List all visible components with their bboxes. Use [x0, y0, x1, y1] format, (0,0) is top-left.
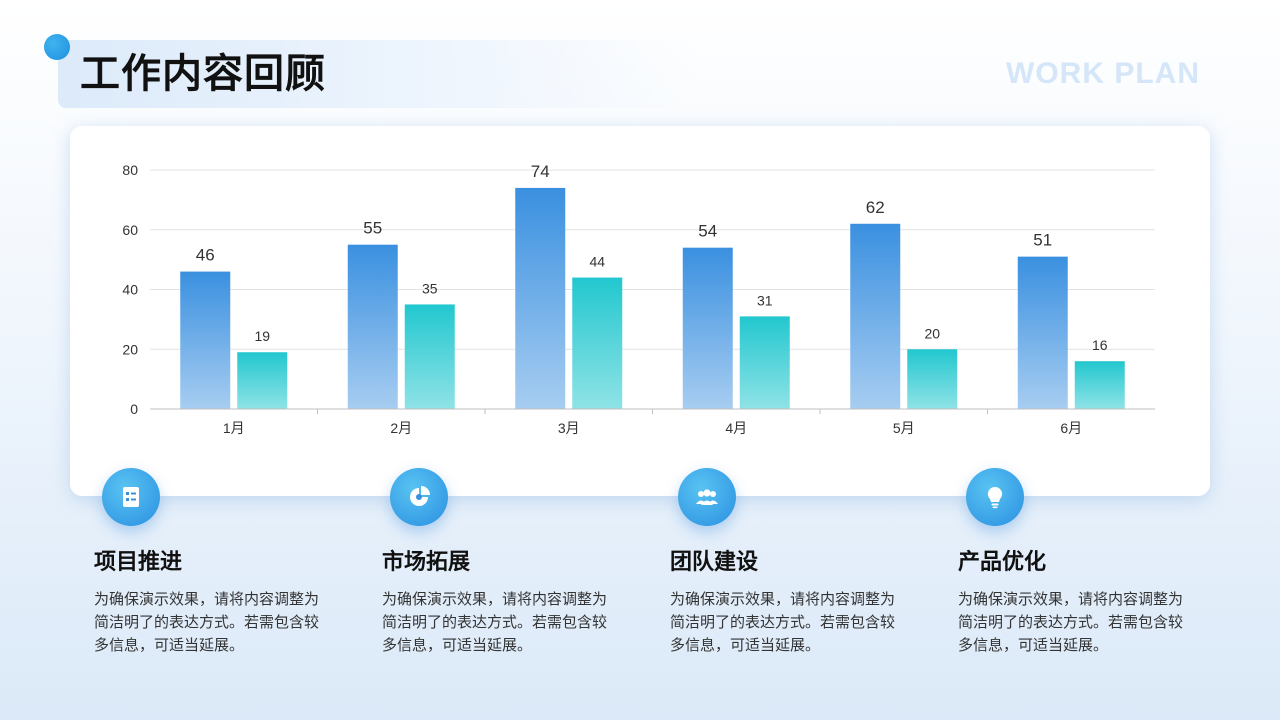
data-label: 19: [254, 328, 270, 344]
data-label: 31: [757, 292, 773, 308]
bar-series-2: [739, 316, 790, 409]
title-band: [58, 40, 698, 108]
feature-title: 项目推进: [94, 550, 183, 575]
feature-title: 产品优化: [958, 550, 1047, 575]
y-tick-label: 20: [122, 341, 138, 357]
y-tick-label: 0: [130, 401, 138, 417]
page-title: 工作内容回顾: [80, 51, 326, 97]
y-tick-label: 40: [122, 282, 138, 298]
chart-card: 46 19 55 35 74 44 54 31 62 20 51 16 0 20 40 60 80 1月 2月 3月…: [70, 126, 1210, 496]
data-label: 62: [866, 198, 885, 217]
x-tick-label: 3月: [558, 420, 580, 436]
title-dot-decoration: [44, 34, 70, 60]
data-label: 54: [698, 222, 717, 241]
x-tick-label: 5月: [893, 420, 915, 436]
document-icon: [102, 468, 160, 526]
feature-market: 市场拓展 为确保演示效果，请将内容调整为简洁明了的表达方式。若需包含较多信息，可…: [382, 468, 622, 657]
data-label: 16: [1092, 337, 1108, 353]
pie-chart-icon: [390, 468, 448, 526]
bar-series-2: [907, 349, 958, 409]
x-tick-label: 6月: [1060, 420, 1082, 436]
feature-project: 项目推进 为确保演示效果，请将内容调整为简洁明了的表达方式。若需包含较多信息，可…: [94, 468, 334, 657]
bar-series-1: [850, 223, 901, 409]
y-tick-label: 80: [122, 162, 138, 178]
x-tick-label: 2月: [390, 420, 412, 436]
x-tick-label: 1月: [223, 420, 245, 436]
bar-series-1: [515, 187, 566, 409]
feature-team: 团队建设 为确保演示效果，请将内容调整为简洁明了的表达方式。若需包含较多信息，可…: [670, 468, 910, 657]
y-tick-label: 60: [122, 222, 138, 238]
bar-series-2: [404, 304, 455, 409]
feature-title: 团队建设: [670, 550, 759, 575]
bar-series-1: [347, 244, 398, 409]
bar-series-2: [572, 277, 623, 409]
data-label: 46: [196, 246, 215, 265]
feature-title: 市场拓展: [382, 550, 471, 575]
feature-description: 为确保演示效果，请将内容调整为简洁明了的表达方式。若需包含较多信息，可适当延展。: [94, 590, 320, 654]
watermark-text: WORK PLAN: [1006, 57, 1200, 90]
feature-product: 产品优化 为确保演示效果，请将内容调整为简洁明了的表达方式。若需包含较多信息，可…: [958, 468, 1198, 657]
data-label: 74: [531, 162, 550, 181]
bar-series-1: [1017, 256, 1068, 409]
team-icon: [678, 468, 736, 526]
bar-chart: 46 19 55 35 74 44 54 31 62 20 51 16 0 20 40 60 80 1月 2月 3月…: [122, 162, 1155, 436]
data-label: 51: [1033, 231, 1052, 250]
bar-series-1: [180, 271, 231, 409]
data-label: 20: [924, 325, 940, 341]
data-label: 44: [589, 254, 605, 270]
bar-series-1: [682, 247, 733, 409]
data-label: 55: [363, 219, 382, 238]
bar-series-2: [237, 352, 288, 409]
feature-description: 为确保演示效果，请将内容调整为简洁明了的表达方式。若需包含较多信息，可适当延展。: [670, 590, 896, 654]
feature-description: 为确保演示效果，请将内容调整为简洁明了的表达方式。若需包含较多信息，可适当延展。: [382, 590, 608, 654]
x-tick-label: 4月: [725, 420, 747, 436]
bar-series-2: [1074, 361, 1125, 409]
feature-description: 为确保演示效果，请将内容调整为简洁明了的表达方式。若需包含较多信息，可适当延展。: [958, 590, 1184, 654]
lightbulb-icon: [966, 468, 1024, 526]
data-label: 35: [422, 280, 438, 296]
